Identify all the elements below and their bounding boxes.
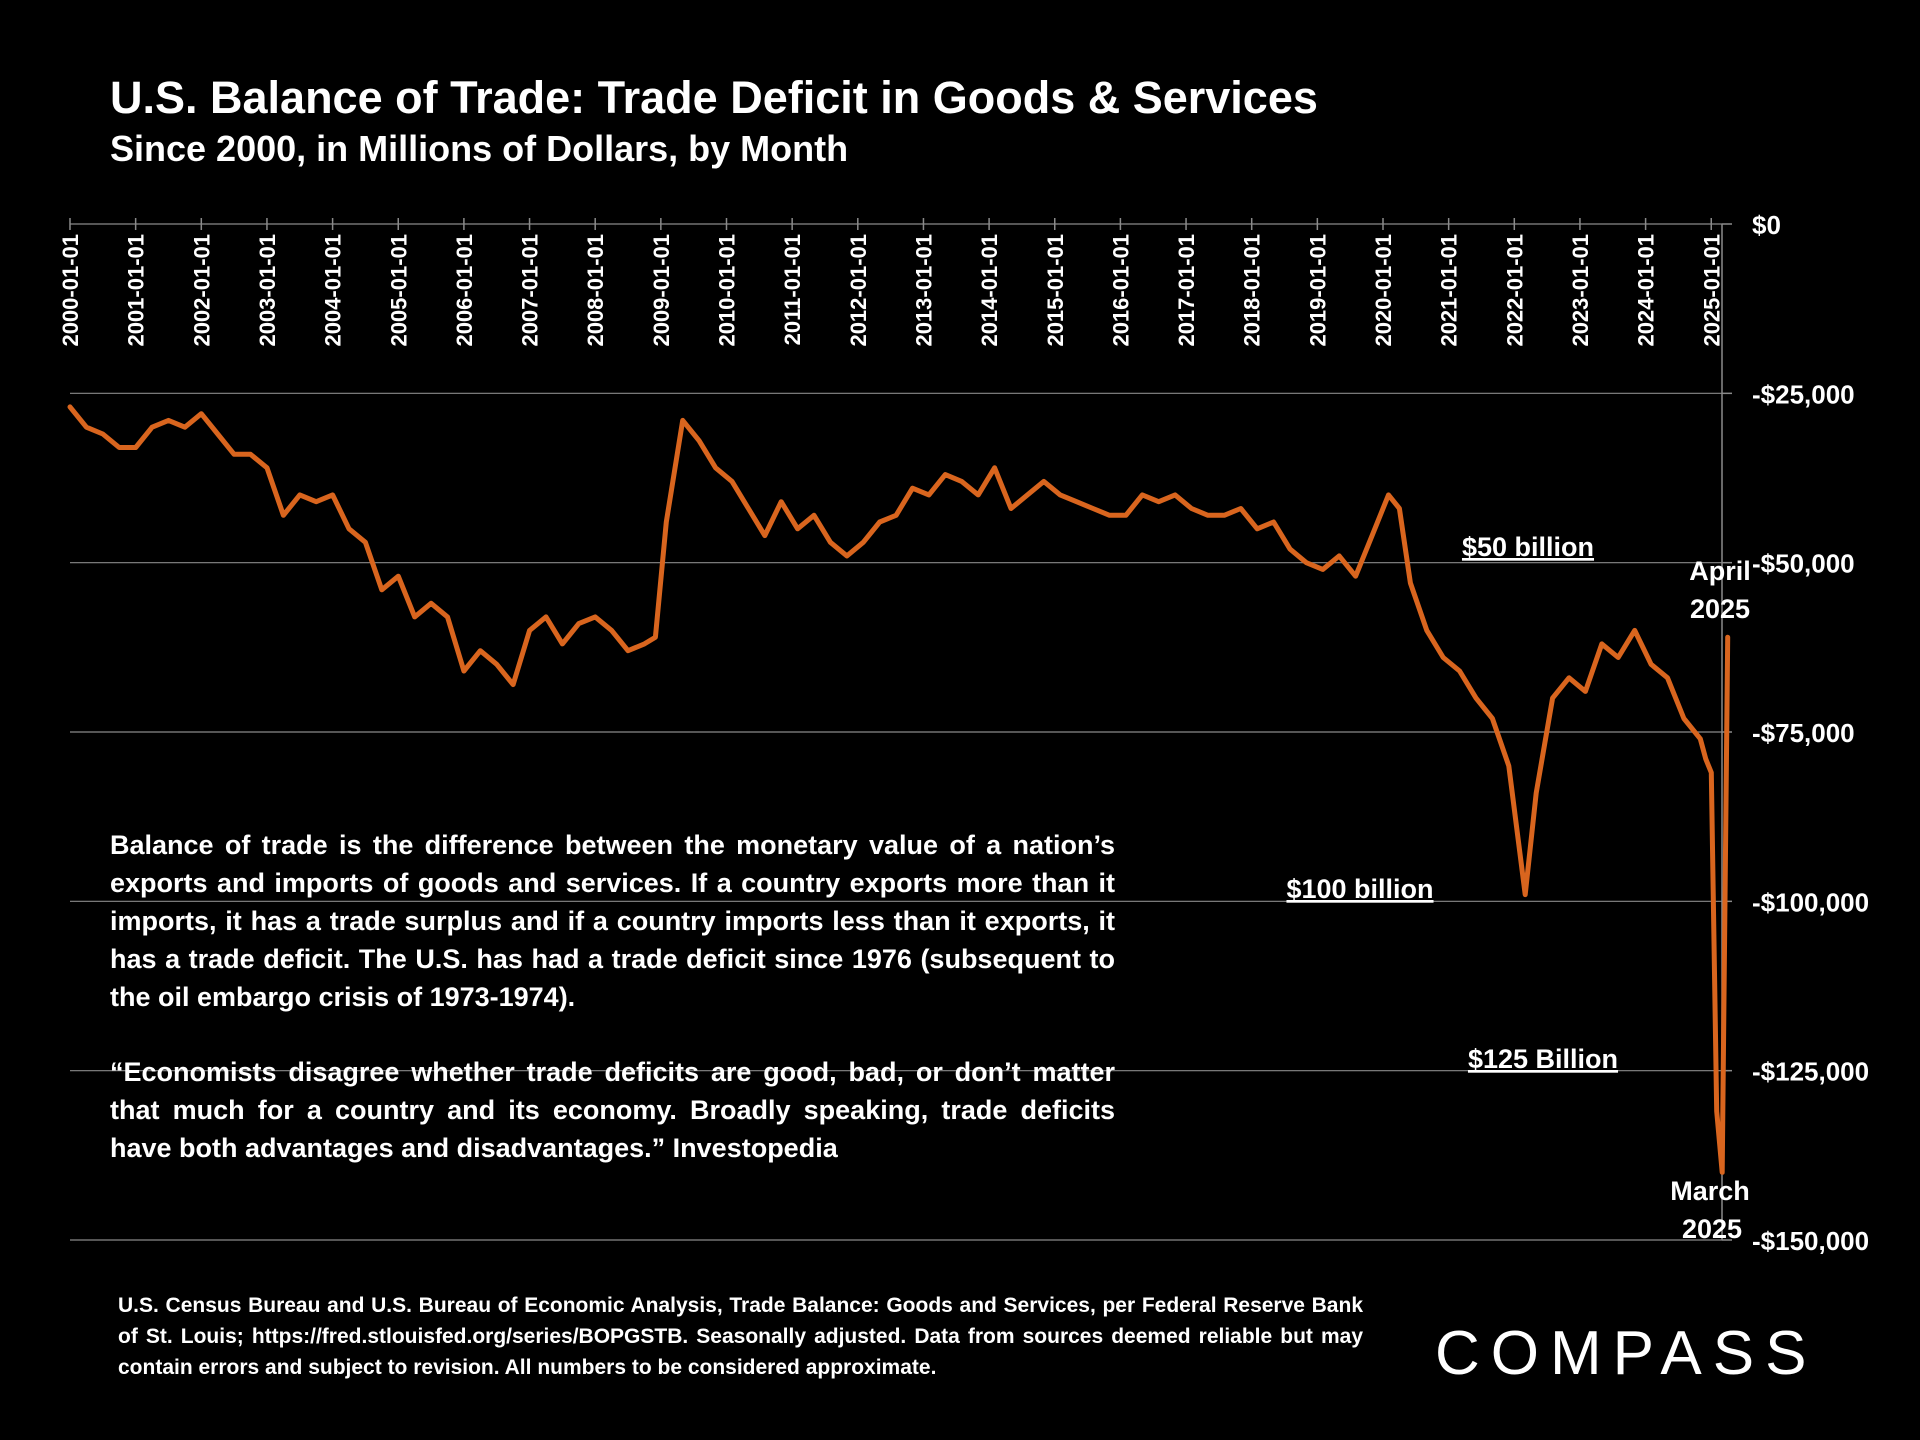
x-tick-label: 2007-01-01 [518,234,543,347]
x-tick-label: 2011-01-01 [780,234,805,345]
chart-title: U.S. Balance of Trade: Trade Deficit in … [110,72,1318,123]
x-tick-label: 2003-01-01 [255,234,280,347]
x-tick-label: 2020-01-01 [1371,234,1396,347]
x-tick-label: 2014-01-01 [977,234,1002,347]
x-tick-label: 2017-01-01 [1174,234,1199,347]
y-tick-label: -$25,000 [1752,379,1855,409]
x-tick-label: 2008-01-01 [583,234,608,347]
x-tick-label: 2013-01-01 [911,234,936,347]
trade-balance-line [67,404,1731,1175]
x-tick-label: 2024-01-01 [1634,234,1659,347]
annotation-march: March [1670,1176,1750,1206]
investopedia-quote: “Economists disagree whether trade defic… [110,1057,1115,1163]
x-tick-label: 2006-01-01 [452,234,477,347]
x-tick-label: 2018-01-01 [1240,234,1265,347]
x-tick-label: 2012-01-01 [846,234,871,347]
annotation-march-year: 2025 [1682,1214,1742,1244]
x-tick-label: 2023-01-01 [1568,234,1593,347]
x-tick-label: 2001-01-01 [124,234,149,347]
x-tick-label: 2000-01-01 [58,234,83,347]
chart-subtitle: Since 2000, in Millions of Dollars, by M… [110,128,849,169]
x-axis-ticks: 2000-01-01 2001-01-01 2002-01-01 2003-01-01… [58,218,1724,347]
annotation-april-year: 2025 [1690,594,1750,624]
annotation-125-billion: $125 Billion [1468,1044,1618,1074]
definition-note: Balance of trade is the difference betwe… [110,830,1115,1012]
x-tick-label: 2009-01-01 [649,234,674,347]
y-tick-label: -$75,000 [1752,718,1855,748]
y-tick-label: $0 [1752,210,1781,240]
y-tick-label: -$100,000 [1752,887,1869,917]
compass-logo: COMPASS [1435,1319,1818,1388]
x-tick-label: 2004-01-01 [321,234,346,347]
x-tick-label: 2019-01-01 [1305,234,1330,347]
x-tick-label: 2025-01-01 [1699,234,1724,347]
y-tick-label: -$150,000 [1752,1226,1869,1256]
x-tick-label: 2005-01-01 [386,234,411,347]
annotations: $50 billion $100 billion $125 Billion April… [1286,532,1750,1244]
x-tick-label: 2010-01-01 [715,234,740,347]
y-tick-label: -$50,000 [1752,549,1855,579]
x-tick-label: 2002-01-01 [189,234,214,347]
y-tick-label: -$125,000 [1752,1057,1869,1087]
x-tick-label: 2016-01-01 [1108,234,1133,347]
gridlines [70,223,1722,1241]
source-note: U.S. Census Bureau and U.S. Bureau of Ec… [118,1294,1363,1379]
annotation-100-billion: $100 billion [1286,874,1433,904]
annotation-50-billion: $50 billion [1462,532,1594,562]
x-tick-label: 2021-01-01 [1437,234,1462,347]
x-tick-label: 2015-01-01 [1043,234,1068,347]
y-axis-ticks: $0 -$25,000 -$50,000 -$75,000 -$100,000 -$125… [1721,210,1869,1256]
x-tick-label: 2022-01-01 [1502,234,1527,347]
annotation-april: April [1689,556,1751,586]
